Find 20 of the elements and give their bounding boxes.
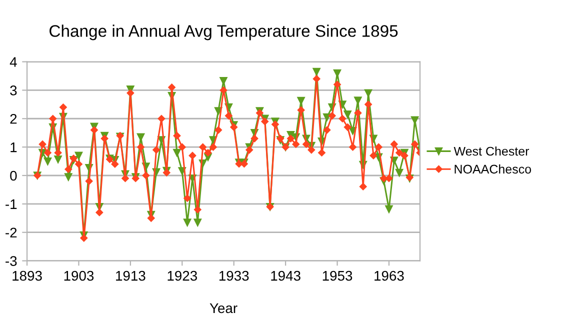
y-tick-label: -3 [6, 256, 17, 266]
y-tick-label: 4 [10, 57, 17, 67]
y-tick-label: 2 [10, 114, 17, 124]
x-tick-label: 1953 [322, 270, 352, 281]
chart-title: Change in Annual Avg Temperature Since 1895 [50, 24, 398, 40]
y-tick-label: -1 [6, 199, 17, 209]
x-tick-label: 1943 [271, 270, 300, 281]
x-tick-label: 1963 [374, 270, 404, 281]
legend-label: West Chester [454, 146, 530, 156]
x-tick-label: 1913 [116, 270, 146, 281]
y-tick-label: 1 [10, 142, 17, 152]
legend-label: NOAAChesco [454, 164, 532, 174]
x-axis-title: Year [210, 303, 238, 314]
x-tick-label: 1923 [168, 270, 197, 281]
x-tick-label: 1903 [64, 270, 94, 281]
x-tick-label: 1933 [219, 270, 249, 281]
x-tick-label: 1893 [12, 270, 42, 281]
y-tick-label: 3 [10, 86, 17, 96]
y-tick-label: 0 [10, 170, 17, 181]
y-tick-label: -2 [6, 228, 17, 238]
